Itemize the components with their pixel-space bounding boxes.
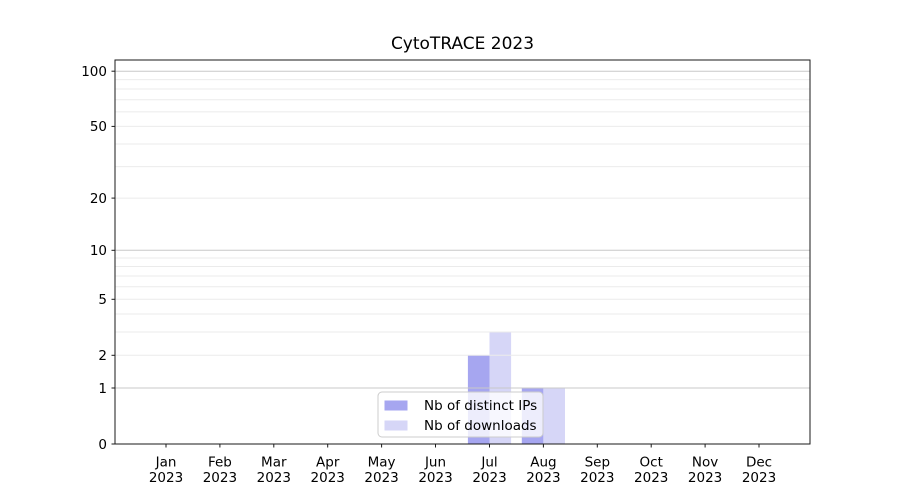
- y-tick-label: 1: [98, 381, 107, 397]
- legend-swatch-downloads: [384, 420, 408, 431]
- y-axis: 0 1 2 5 10 20 50 100: [81, 64, 115, 453]
- y-tick-label: 10: [90, 243, 107, 259]
- y-tick-label: 100: [81, 64, 107, 80]
- x-tick-label-month: Jan: [155, 455, 177, 471]
- legend-label-distinct-ips: Nb of distinct IPs: [424, 398, 537, 414]
- legend-label-downloads: Nb of downloads: [424, 418, 537, 434]
- x-tick-label-month: Oct: [640, 455, 663, 471]
- x-tick-label-month: Mar: [261, 455, 287, 471]
- x-tick-label-year: 2023: [688, 470, 722, 486]
- x-axis: Jan2023Feb2023Mar2023Apr2023May2023Jun20…: [149, 444, 776, 486]
- legend-box: [377, 391, 544, 438]
- x-tick-label-year: 2023: [580, 470, 614, 486]
- legend: Nb of distinct IPs Nb of downloads: [377, 391, 544, 438]
- x-tick-label-year: 2023: [418, 470, 452, 486]
- y-tick-label: 20: [90, 191, 107, 207]
- x-tick-label-year: 2023: [526, 470, 560, 486]
- gridlines-layer: [115, 70, 810, 389]
- bar-aug-downloads: [543, 388, 565, 444]
- x-tick-label-month: Feb: [208, 455, 232, 471]
- x-tick-label-month: Sep: [585, 455, 610, 471]
- x-tick-label-month: May: [368, 455, 396, 471]
- x-tick-label-month: Jul: [480, 455, 497, 471]
- x-tick-label-month: Aug: [530, 455, 556, 471]
- x-tick-label-year: 2023: [203, 470, 237, 486]
- x-tick-label-month: Jun: [424, 455, 446, 471]
- x-tick-label-year: 2023: [634, 470, 668, 486]
- plot-frame: [114, 59, 811, 445]
- chart-title: CytoTRACE 2023: [390, 34, 535, 54]
- y-tick-label: 2: [98, 348, 107, 364]
- y-tick-label: 0: [98, 437, 107, 453]
- x-tick-label-year: 2023: [472, 470, 506, 486]
- x-tick-label-month: Nov: [692, 455, 718, 471]
- x-tick-label-year: 2023: [364, 470, 398, 486]
- x-tick-label-month: Apr: [316, 455, 340, 471]
- x-tick-label-year: 2023: [742, 470, 776, 486]
- y-tick-label: 50: [90, 119, 107, 135]
- x-tick-label-month: Dec: [746, 455, 772, 471]
- x-tick-label-year: 2023: [257, 470, 291, 486]
- x-tick-label-year: 2023: [311, 470, 345, 486]
- legend-swatch-distinct-ips: [384, 400, 408, 411]
- y-tick-label: 5: [98, 292, 107, 308]
- x-tick-label-year: 2023: [149, 470, 183, 486]
